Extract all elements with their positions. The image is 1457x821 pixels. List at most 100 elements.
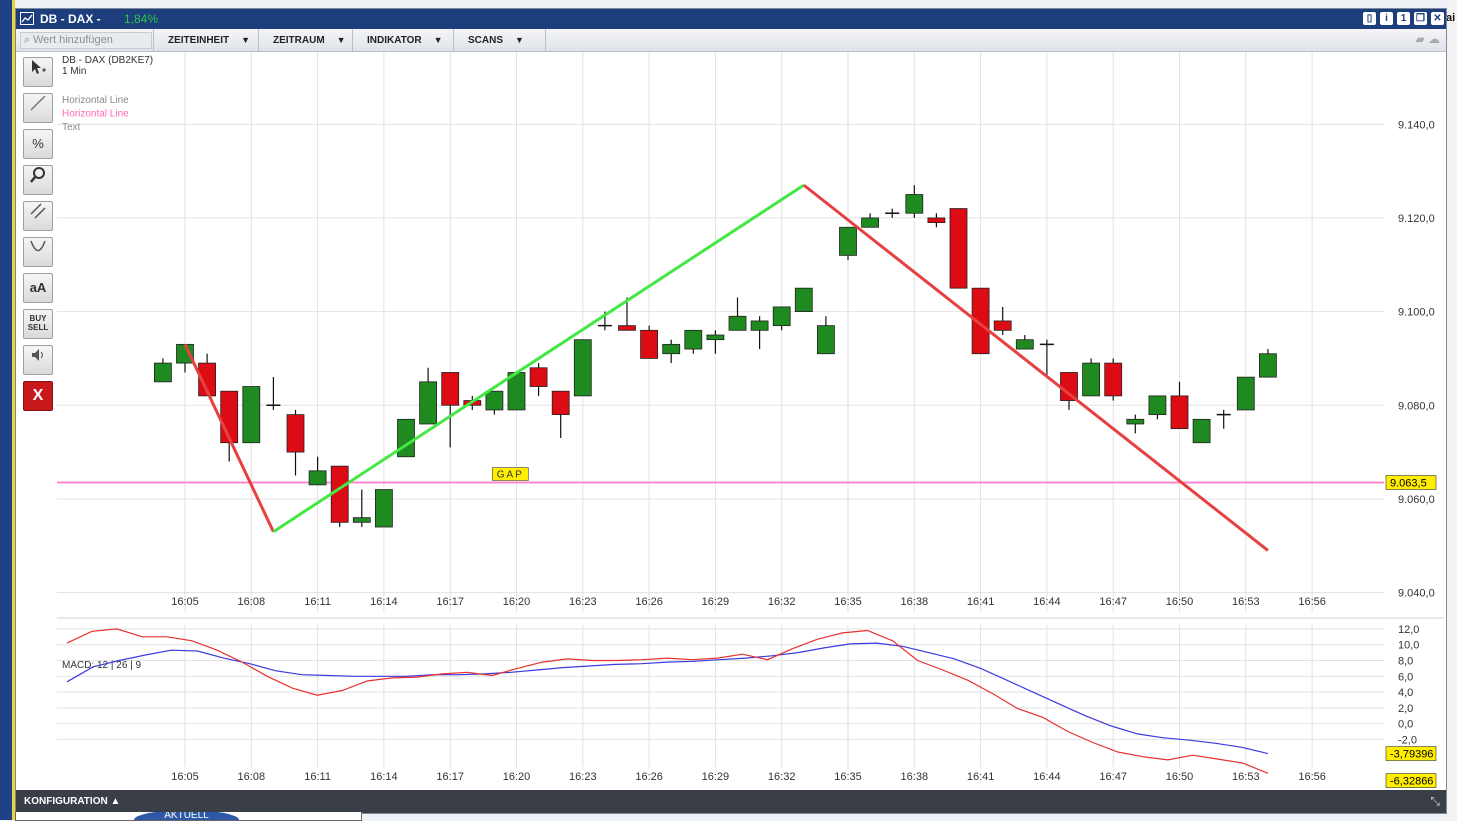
chevron-down-icon: ▼	[515, 35, 524, 45]
x-tick-label: 16:50	[1166, 596, 1194, 608]
candle-up	[817, 325, 835, 355]
candle-up	[1148, 395, 1167, 416]
chart-area[interactable]: DB - DAX (DB2KE7)1 Min Horizontal Line Hor…	[16, 52, 1446, 790]
menu-scans[interactable]: SCANS ▼	[453, 29, 546, 51]
title-bar[interactable]: DB - DAX - 1,84% ▯ i 1 ❐ ✕	[16, 9, 1446, 29]
x-tick-label-macd: 16:47	[1099, 771, 1127, 783]
x-tick-label-macd: 16:38	[901, 771, 929, 783]
y-tick-label-macd: 12,0	[1398, 624, 1419, 636]
y-tick-label: 9.040,0	[1398, 588, 1435, 600]
x-tick-label: 16:17	[436, 596, 464, 608]
outer-left-border	[0, 0, 15, 820]
candle-up	[485, 390, 504, 411]
outer-right-strip: ai	[1446, 0, 1457, 820]
x-tick-label-macd: 16:17	[436, 771, 464, 783]
x-tick-label-macd: 16:50	[1166, 771, 1194, 783]
parallel-lines-icon[interactable]	[23, 201, 53, 231]
x-tick-label: 16:20	[503, 596, 531, 608]
close-icon[interactable]: ✕	[1431, 12, 1444, 25]
change-percent: 1,84%	[124, 12, 159, 26]
x-tick-label-macd: 16:41	[967, 771, 995, 783]
candle-up	[1236, 376, 1255, 411]
candle-down	[1170, 395, 1189, 430]
interval-label: 1 Min	[62, 66, 86, 77]
x-tick-label-macd: 16:20	[503, 771, 531, 783]
candle-up	[419, 381, 438, 425]
y-tick-label-macd: 4,0	[1398, 687, 1413, 699]
trendline	[183, 343, 275, 533]
menu-zeitraum-label: ZEITRAUM	[273, 35, 325, 46]
bottom-bar: KONFIGURATION ▲ ⤡	[16, 790, 1446, 813]
candle-up	[397, 418, 415, 458]
price-labels: 9.063,5 -3,79396 -6,32866	[1385, 475, 1437, 788]
x-tick-label-macd: 16:14	[370, 771, 398, 783]
search-icon: ⌕	[23, 34, 31, 46]
chevron-down-icon: ▼	[241, 35, 251, 45]
cursor-icon[interactable]	[23, 57, 53, 87]
candle-down	[927, 217, 946, 224]
macd-signal-value-label: -3,79396	[1390, 749, 1433, 761]
menu-zeitraum[interactable]: ZEITRAUM ▼	[258, 29, 353, 51]
candle-up	[662, 343, 681, 355]
candle-up	[905, 194, 924, 214]
y-tick-label: 9.080,0	[1398, 400, 1435, 412]
x-tick-label-macd: 16:29	[702, 771, 730, 783]
candle-down	[949, 208, 968, 289]
legend-item: Horizontal Line	[62, 109, 129, 120]
y-tick-label-macd: -2,0	[1398, 734, 1417, 746]
zoom-icon[interactable]	[23, 165, 53, 195]
split-view-icon[interactable]: ▯	[1363, 12, 1376, 25]
buy-sell-icon[interactable]: BUY SELL	[23, 309, 53, 339]
x-tick-label-macd: 16:05	[171, 771, 199, 783]
candle-up	[1015, 339, 1034, 350]
menu-zeiteinheit[interactable]: ZEITEINHEIT ▼	[153, 29, 260, 51]
grid	[57, 52, 1444, 767]
candle-up	[772, 306, 791, 327]
text-size-icon[interactable]: aA	[23, 273, 53, 303]
speaker-icon[interactable]	[23, 345, 53, 375]
line-icon[interactable]	[23, 93, 53, 123]
macd-line	[66, 628, 1269, 774]
x-tick-label: 16:05	[171, 596, 199, 608]
candle-up	[352, 517, 371, 523]
macd-signal-line	[66, 642, 1269, 755]
x-tick-label: 16:08	[238, 596, 266, 608]
x-tick-label-macd: 16:23	[569, 771, 597, 783]
configuration-toggle[interactable]: KONFIGURATION ▲	[24, 796, 121, 807]
folder-cloud-icons[interactable]: ▰ ☁	[1415, 32, 1440, 46]
candle-down	[618, 325, 636, 331]
candle-down	[1104, 362, 1123, 397]
legend-item: Text	[62, 122, 81, 133]
y-tick-label: 9.120,0	[1398, 213, 1435, 225]
candle-down	[529, 367, 548, 387]
percent-icon[interactable]: %	[23, 129, 53, 159]
menu-indikator[interactable]: INDIKATOR ▼	[352, 29, 455, 51]
restore-icon[interactable]: ❐	[1414, 12, 1427, 25]
candle-up	[794, 287, 813, 312]
macd-legend: MACD: 12 | 26 | 9	[62, 660, 142, 671]
chevron-down-icon: ▼	[336, 35, 346, 45]
candle-up	[728, 315, 747, 331]
gap-annotation-box	[491, 467, 529, 481]
macd-signal-value-label-box	[1385, 746, 1437, 761]
gap-annotation: GAP	[497, 470, 524, 481]
x-tick-label-macd: 16:44	[1033, 771, 1061, 783]
axes: 16:05 16:05 16:08 16:08 16:11 16:11 16:14 16:14…	[171, 119, 1434, 783]
trendline	[802, 183, 1269, 552]
info-icon[interactable]: i	[1380, 12, 1393, 25]
toolbar: ⌕ Wert hinzufügen ZEITEINHEIT ▼ ZEITRAUM ▼ …	[16, 29, 1446, 52]
candle-down	[993, 320, 1012, 331]
x-tick-label-macd: 16:26	[635, 771, 663, 783]
curve-icon[interactable]	[23, 237, 53, 267]
resize-icon[interactable]: ⤡	[1430, 794, 1440, 808]
chart-app-icon	[20, 12, 34, 30]
search-input[interactable]: ⌕ Wert hinzufügen	[20, 32, 152, 49]
delete-icon[interactable]: X	[23, 381, 53, 411]
candle-up	[242, 386, 261, 444]
candle-up	[1259, 353, 1277, 378]
below-tab-label[interactable]: AKTUELL	[134, 812, 239, 820]
x-tick-label: 16:38	[901, 596, 929, 608]
one-icon[interactable]: 1	[1397, 12, 1410, 25]
macd-value-label: -6,32866	[1390, 776, 1433, 788]
x-tick-label: 16:53	[1232, 596, 1260, 608]
